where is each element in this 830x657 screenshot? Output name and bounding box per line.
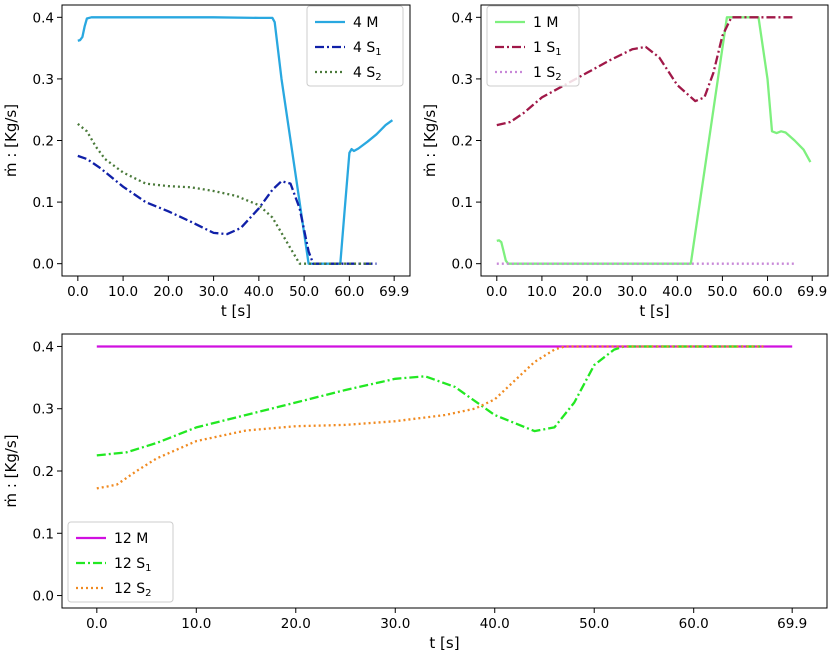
y-tick-label: 0.3 <box>33 402 54 418</box>
legend-label: 12 S1 <box>114 556 152 574</box>
x-tick-label: 20.0 <box>572 284 602 300</box>
legend: 4 M 4 S1 4 S2 <box>306 5 404 87</box>
series-line-2 <box>496 16 795 127</box>
x-tick-label: 50.0 <box>707 284 737 300</box>
y-tick-label: 0.4 <box>33 339 54 355</box>
y-tick-label: 0.4 <box>33 10 54 26</box>
legend-label: 12 S2 <box>114 581 152 599</box>
x-tick-label: 0.0 <box>86 616 107 632</box>
x-tick-label: 50.0 <box>579 616 609 632</box>
y-axis-label: ṁ : [Kg/s] <box>421 104 439 177</box>
x-tick-label: 20.0 <box>281 616 311 632</box>
x-axis-label: t [s] <box>221 302 251 320</box>
y-tick-label: 0.0 <box>452 257 473 273</box>
x-tick-label: 50.0 <box>289 284 319 300</box>
x-tick-label: 0.0 <box>67 284 88 300</box>
x-tick-label: 40.0 <box>244 284 274 300</box>
y-tick-label: 0.4 <box>452 10 473 26</box>
x-tick-label: 30.0 <box>199 284 229 300</box>
legend-label: 4 M <box>353 15 378 31</box>
series-line-2 <box>77 154 377 265</box>
chart-panel-1: 0.0 10.0 20.0 30.0 40.0 50.0 60.0 69.9 0.0 0.1 0.2… <box>2 4 411 320</box>
y-tick-label: 0.2 <box>452 134 473 150</box>
x-tick-label: 0.0 <box>486 284 507 300</box>
x-tick-label: 69.9 <box>797 284 827 300</box>
x-tick-label: 60.0 <box>753 284 783 300</box>
plot-area <box>96 345 793 490</box>
chart-panel-3: 0.0 10.0 20.0 30.0 40.0 50.0 60.0 69.9 0.0 0.1 0.2… <box>2 333 828 652</box>
legend: 12 M 12 S1 12 S2 <box>67 521 174 603</box>
chart-panel-2: 0.0 10.0 20.0 30.0 40.0 50.0 60.0 69.9 0.0 0.1 0.2… <box>421 4 829 320</box>
legend-box <box>486 5 580 87</box>
plot-area <box>496 16 812 265</box>
x-tick-label: 69.9 <box>777 616 807 632</box>
y-axis-label: ṁ : [Kg/s] <box>2 434 20 507</box>
x-axis-label: t [s] <box>429 634 459 652</box>
plot-area <box>77 16 394 265</box>
series-line-3 <box>77 123 372 265</box>
legend-label: 4 S2 <box>353 65 382 83</box>
legend-box <box>306 5 404 87</box>
series-line-2 <box>96 345 764 457</box>
legend-label: 1 S2 <box>533 65 562 83</box>
y-tick-label: 0.2 <box>33 464 54 480</box>
series-line-1 <box>77 16 394 265</box>
x-tick-label: 30.0 <box>617 284 647 300</box>
y-tick-label: 0.1 <box>33 526 54 542</box>
y-tick-label: 0.1 <box>33 195 54 211</box>
legend-box <box>67 521 174 603</box>
x-tick-label: 60.0 <box>334 284 364 300</box>
y-axis-label: ṁ : [Kg/s] <box>2 104 20 177</box>
y-tick-label: 0.0 <box>33 589 54 605</box>
legend-label: 1 S1 <box>533 40 562 58</box>
x-tick-label: 10.0 <box>527 284 557 300</box>
x-tick-label: 40.0 <box>480 616 510 632</box>
x-tick-label: 30.0 <box>380 616 410 632</box>
x-tick-label: 40.0 <box>662 284 692 300</box>
x-tick-label: 10.0 <box>108 284 138 300</box>
y-tick-label: 0.1 <box>452 195 473 211</box>
y-tick-label: 0.3 <box>452 72 473 88</box>
x-tick-label: 20.0 <box>153 284 183 300</box>
y-tick-label: 0.3 <box>33 72 54 88</box>
legend-label: 4 S1 <box>353 40 382 58</box>
axes-frame <box>61 333 828 609</box>
x-tick-label: 10.0 <box>181 616 211 632</box>
x-tick-label: 60.0 <box>679 616 709 632</box>
series-line-3 <box>96 345 764 490</box>
y-tick-label: 0.2 <box>33 134 54 150</box>
x-axis-label: t [s] <box>639 302 669 320</box>
legend-label: 12 M <box>114 531 148 547</box>
legend: 1 M 1 S1 1 S2 <box>486 5 580 87</box>
legend-label: 1 M <box>533 15 558 31</box>
x-tick-label: 69.9 <box>379 284 409 300</box>
y-tick-label: 0.0 <box>33 257 54 273</box>
